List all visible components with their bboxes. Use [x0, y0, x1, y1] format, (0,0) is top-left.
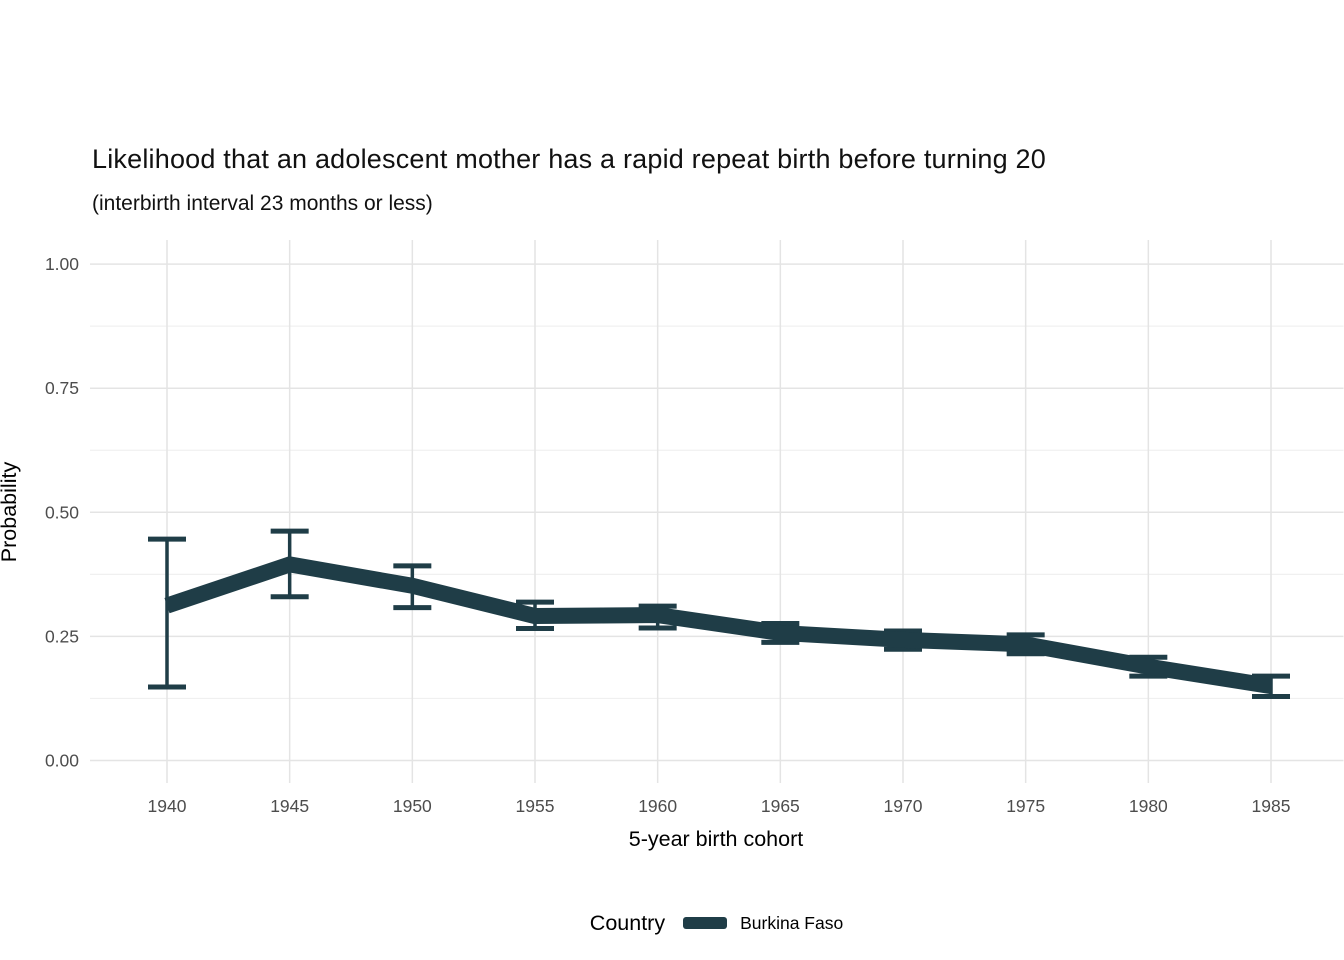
x-tick-label: 1940 [148, 796, 187, 816]
chart-subtitle: (interbirth interval 23 months or less) [92, 192, 433, 215]
x-tick-label: 1955 [516, 796, 555, 816]
y-tick-label: 1.00 [45, 254, 79, 274]
y-axis-title: Probability [0, 462, 21, 563]
x-tick-label: 1970 [884, 796, 923, 816]
x-tick-label: 1960 [638, 796, 677, 816]
series-line [164, 556, 1273, 694]
x-tick-label: 1985 [1252, 796, 1291, 816]
legend-entry-label: Burkina Faso [740, 912, 844, 933]
y-tick-label: 0.25 [45, 626, 79, 646]
legend-line-swatch [683, 917, 728, 929]
y-tick-label: 0.00 [45, 751, 79, 771]
y-tick-label: 0.75 [45, 378, 79, 398]
x-axis-title: 5-year birth cohort [629, 827, 803, 851]
legend-title: Country [589, 910, 666, 935]
x-tick-label: 1945 [270, 796, 309, 816]
chart-title: Likelihood that an adolescent mother has… [92, 144, 1046, 174]
y-tick-label: 0.50 [45, 502, 79, 522]
x-tick-label: 1950 [393, 796, 432, 816]
legend: Country Burkina Faso [90, 903, 1343, 943]
x-tick-label: 1980 [1129, 796, 1168, 816]
x-tick-label: 1965 [761, 796, 800, 816]
x-tick-label: 1975 [1006, 796, 1045, 816]
